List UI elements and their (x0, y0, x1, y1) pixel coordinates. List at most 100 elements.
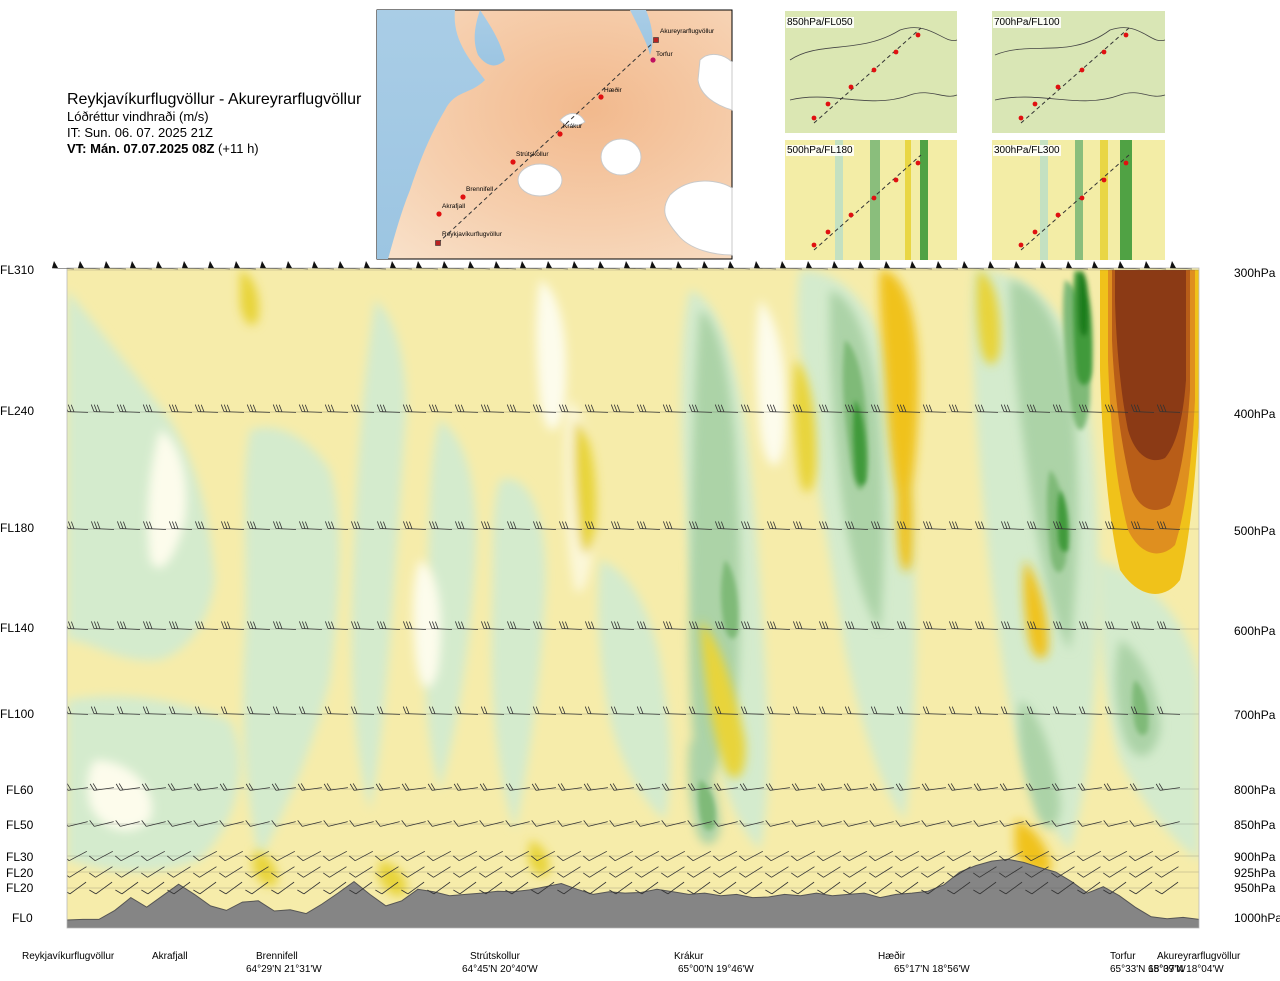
wind-barb (67, 404, 89, 413)
wind-barb (689, 621, 713, 630)
wind-barb (273, 521, 297, 530)
pressure-label: 950hPa (1234, 881, 1276, 895)
wind-barb (1053, 621, 1077, 630)
wind-barb (401, 820, 426, 827)
wind-barb (713, 783, 738, 791)
wind-barb (403, 621, 427, 630)
wind-barb (819, 621, 843, 630)
wind-barb (583, 881, 607, 895)
wind-barb-pennant (649, 261, 673, 270)
wind-barb (845, 521, 869, 530)
waypoint-label: Torfur (1110, 951, 1136, 962)
valid-time: VT: Mán. 07.07.2025 08Z (+11 h) (67, 141, 259, 156)
wind-barb (817, 783, 842, 791)
wind-barb (193, 866, 217, 878)
wind-barb (818, 706, 843, 715)
wind-barb-pennant (1169, 261, 1193, 270)
wind-barb (89, 866, 113, 878)
wind-barb (533, 521, 557, 530)
wind-barb (974, 404, 999, 413)
wind-barb (218, 850, 244, 862)
map-label-krakur: Krákur (563, 123, 583, 130)
wind-barb (114, 850, 140, 862)
terrain (67, 858, 1199, 928)
inset-500 (785, 140, 957, 260)
wind-barb (973, 881, 997, 895)
wind-barb (1104, 706, 1129, 715)
wind-barb (611, 521, 635, 530)
wind-barb (869, 881, 893, 895)
wind-barb (739, 881, 763, 895)
wind-barb (949, 521, 973, 530)
wind-barb (1000, 706, 1025, 715)
wind-barb-pennant (389, 261, 413, 270)
wind-barb (947, 881, 971, 895)
wind-barb (481, 521, 505, 530)
wind-barb (531, 783, 556, 791)
wind-barb (296, 850, 322, 862)
wind-barb (479, 881, 503, 895)
wind-barb-pennant (129, 261, 153, 270)
wind-barb (246, 706, 271, 715)
wind-barb (1051, 783, 1076, 791)
wind-barb (168, 404, 193, 413)
wind-barb (376, 706, 401, 715)
wind-barb (1077, 881, 1101, 895)
wind-barb (923, 621, 947, 630)
wind-barb (271, 820, 296, 827)
wind-barb-pennant (805, 261, 829, 270)
wind-barb (921, 881, 945, 895)
wind-barb (192, 850, 218, 862)
map-label-akureyrarflugvollur: Akureyrarflugvöllur (660, 28, 715, 35)
wind-barb (765, 881, 789, 895)
wind-barb (557, 881, 581, 895)
wind-barb (531, 881, 555, 895)
wind-barb (896, 404, 921, 413)
wind-barb (246, 404, 271, 413)
wind-barb-pennant (103, 261, 127, 270)
wind-barb (895, 866, 919, 878)
wind-barb (1156, 404, 1181, 413)
wind-barb (169, 521, 193, 530)
wind-barb (506, 706, 531, 715)
wind-barb (479, 820, 504, 827)
wind-barb (245, 783, 270, 791)
wind-barb (89, 783, 114, 791)
wind-barb (662, 404, 687, 413)
wind-barb (1155, 881, 1179, 895)
waypoint-coord: 65°17'N 18°56'W (894, 964, 970, 975)
parameter-label: Lóðréttur vindhraði (m/s) (67, 109, 209, 124)
wind-barb (842, 850, 868, 862)
wind-barb (376, 404, 401, 413)
wind-barb (713, 881, 737, 895)
downdraft-core (1100, 270, 1199, 594)
wind-barb (1157, 521, 1181, 530)
wind-barb (661, 881, 685, 895)
wind-barb-pennant (935, 261, 959, 270)
wind-barb (453, 783, 478, 791)
wind-barb (270, 850, 296, 862)
wind-barb (219, 881, 243, 895)
wind-barb (1129, 820, 1154, 827)
wind-barb (895, 881, 919, 895)
wind-barb (116, 706, 141, 715)
wind-barb-pennant (727, 261, 751, 270)
wind-barb (297, 783, 322, 791)
wind-barb (377, 621, 401, 630)
wind-barb (115, 866, 139, 878)
wind-barb (687, 783, 712, 791)
wind-barb-pennant (545, 261, 569, 270)
wind-barb (843, 820, 868, 827)
wind-barb (791, 881, 815, 895)
wind-barb (610, 706, 635, 715)
fl-label: FL180 (0, 521, 35, 535)
wind-barb (894, 850, 920, 862)
wind-barb (67, 820, 88, 827)
wind-barb (167, 783, 192, 791)
wind-barb (480, 404, 505, 413)
wind-barb (610, 404, 635, 413)
wind-barb (271, 866, 295, 878)
wind-barb (349, 866, 373, 878)
wind-barb (193, 783, 218, 791)
wind-barb (455, 521, 479, 530)
